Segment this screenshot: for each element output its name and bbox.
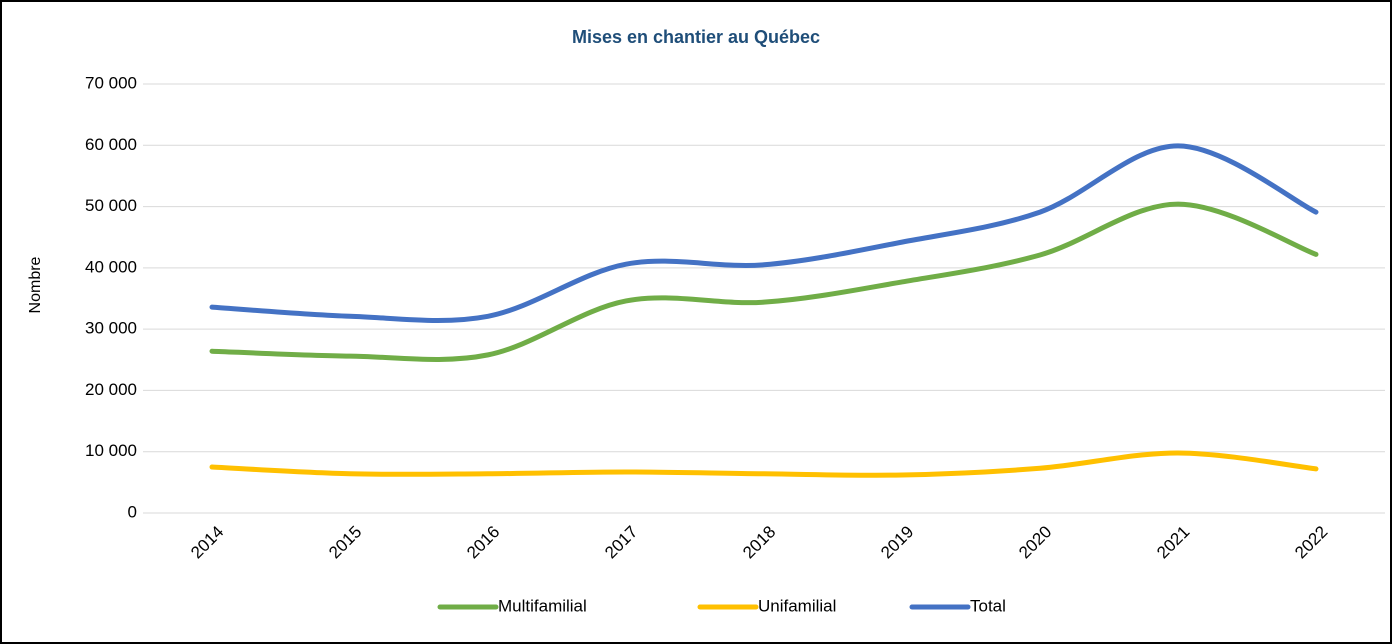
y-tick-label: 40 000 (85, 257, 137, 276)
chart-title: Mises en chantier au Québec (572, 27, 820, 47)
legend-label: Unifamilial (758, 596, 836, 615)
line-series (209, 450, 1319, 478)
y-tick-label: 0 (128, 502, 137, 521)
legend-label: Multifamilial (498, 596, 587, 615)
y-tick-label: 30 000 (85, 319, 137, 338)
line-series (209, 201, 1319, 362)
y-tick-label: 50 000 (85, 196, 137, 215)
y-axis-label: Nombre (27, 256, 44, 313)
line-series (209, 143, 1319, 323)
y-tick-label: 60 000 (85, 135, 137, 154)
y-tick-label: 70 000 (85, 73, 137, 92)
y-tick-label: 20 000 (85, 380, 137, 399)
y-tick-label: 10 000 (85, 441, 137, 460)
legend-label: Total (970, 596, 1006, 615)
